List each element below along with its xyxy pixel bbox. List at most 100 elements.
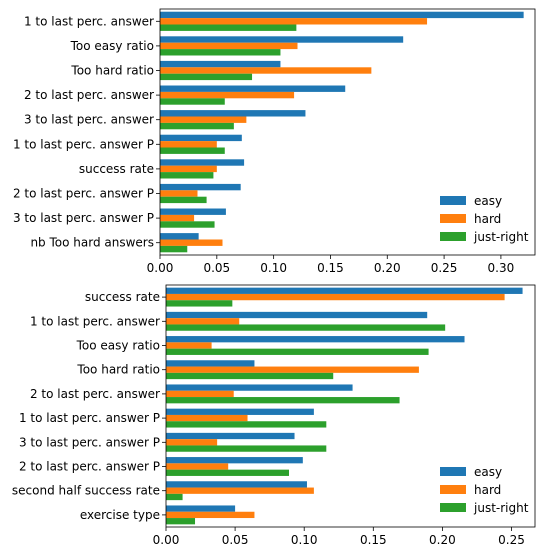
bar-just-right-nb-too-hard-answers (160, 245, 188, 253)
x-tick-label: 0.20 (374, 261, 401, 275)
bar-just-right-3-to-last-perc-answer (160, 122, 234, 130)
legend-label-just-right: just-right (473, 501, 529, 515)
bar-easy-2-to-last-perc-answer (166, 384, 353, 391)
bar-just-right-exercise-type (166, 518, 196, 525)
bar-just-right-2-to-last-perc-answer (160, 98, 225, 105)
category-label: 3 to last perc. answer P (19, 435, 160, 449)
bar-just-right-3-to-last-perc-answer-p (160, 221, 215, 228)
bar-easy-1-to-last-perc-answer (160, 11, 524, 19)
category-label: success rate (79, 162, 154, 176)
bar-just-right-too-easy-ratio (166, 348, 429, 355)
bar-easy-exercise-type (166, 505, 236, 512)
bar-easy-success-rate (160, 159, 245, 166)
bar-just-right-second-half-success-rate (166, 493, 183, 501)
bar-just-right-too-hard-ratio (166, 372, 334, 380)
legend-swatch-just-right (440, 232, 466, 241)
bar-hard-2-to-last-perc-answer (166, 390, 234, 398)
legend-label-easy: easy (474, 194, 502, 208)
x-tick-label: 0.25 (431, 261, 458, 275)
legend-swatch-easy (440, 196, 466, 205)
bar-easy-too-hard-ratio (160, 60, 281, 68)
bar-hard-1-to-last-perc-answer (166, 318, 240, 325)
x-tick-label: 0.00 (153, 533, 180, 547)
x-tick-label: 0.15 (317, 261, 344, 275)
category-label: 3 to last perc. answer P (13, 211, 154, 225)
category-label: 3 to last perc. answer (24, 113, 154, 127)
bar-hard-success-rate (166, 293, 505, 301)
bar-easy-2-to-last-perc-answer-p (160, 183, 241, 191)
bar-just-right-too-hard-ratio (160, 73, 253, 81)
bar-hard-1-to-last-perc-answer-p (166, 414, 248, 422)
bar-hard-3-to-last-perc-answer-p (166, 439, 218, 446)
bar-hard-too-easy-ratio (166, 342, 212, 349)
x-tick-label: 0.00 (147, 261, 174, 275)
category-label: 2 to last perc. answer (30, 387, 160, 401)
bar-easy-too-easy-ratio (160, 36, 404, 43)
bar-hard-1-to-last-perc-answer-p (160, 141, 217, 148)
x-tick-label: 0.05 (203, 261, 230, 275)
bar-hard-exercise-type (166, 511, 255, 519)
category-label: 2 to last perc. answer (24, 88, 154, 102)
bar-just-right-2-to-last-perc-answer-p (160, 196, 207, 204)
bar-just-right-1-to-last-perc-answer (166, 324, 446, 331)
bar-hard-nb-too-hard-answers (160, 239, 223, 246)
category-label: Too easy ratio (76, 339, 160, 353)
bar-hard-too-easy-ratio (160, 42, 298, 50)
x-tick-label: 0.05 (222, 533, 249, 547)
bar-easy-nb-too-hard-answers (160, 233, 199, 240)
legend-label-easy: easy (474, 465, 502, 479)
bar-just-right-2-to-last-perc-answer-p (166, 469, 289, 476)
bar-easy-3-to-last-perc-answer-p (166, 432, 295, 440)
bar-just-right-success-rate (166, 300, 233, 307)
x-tick-label: 0.25 (498, 533, 525, 547)
category-label: 1 to last perc. answer (24, 14, 154, 28)
category-label: Too hard ratio (70, 64, 154, 78)
legend: easy hard just-right (440, 194, 529, 244)
bar-just-right-1-to-last-perc-answer-p (166, 421, 327, 428)
bar-hard-2-to-last-perc-answer-p (160, 190, 198, 197)
bar-hard-3-to-last-perc-answer-p (160, 214, 195, 222)
category-label: Too hard ratio (76, 363, 160, 377)
category-label: Too easy ratio (70, 39, 154, 53)
category-label: 1 to last perc. answer P (13, 137, 154, 151)
category-label: 2 to last perc. answer P (19, 460, 160, 474)
bar-easy-2-to-last-perc-answer (160, 85, 346, 92)
bar-easy-2-to-last-perc-answer-p (166, 457, 303, 464)
bar-easy-too-easy-ratio (166, 336, 465, 343)
bar-just-right-3-to-last-perc-answer-p (166, 445, 327, 452)
x-tick-label: 0.15 (360, 533, 387, 547)
legend: easy hard just-right (440, 465, 529, 515)
bar-easy-3-to-last-perc-answer-p (160, 208, 226, 215)
bar-just-right-1-to-last-perc-answer (160, 24, 297, 31)
legend-label-just-right: just-right (473, 230, 529, 244)
bar-easy-1-to-last-perc-answer-p (160, 134, 242, 142)
legend-swatch-easy (440, 467, 466, 476)
bar-easy-3-to-last-perc-answer (160, 110, 306, 117)
category-label: 1 to last perc. answer (30, 314, 160, 328)
bar-hard-success-rate (160, 165, 217, 173)
bar-easy-success-rate (166, 287, 523, 294)
category-label: success rate (85, 290, 160, 304)
bar-hard-second-half-success-rate (166, 487, 314, 494)
axes-frame (159, 8, 536, 256)
bar-just-right-1-to-last-perc-answer-p (160, 147, 225, 154)
x-tick-label: 0.10 (260, 261, 287, 275)
legend-swatch-hard (440, 485, 466, 494)
bottom-chart: success rate 1 to last perc. answer Too ea… (12, 284, 536, 547)
bar-easy-1-to-last-perc-answer-p (166, 408, 314, 415)
x-tick-label: 0.30 (488, 261, 515, 275)
category-label: exercise type (80, 508, 160, 522)
category-label: 1 to last perc. answer P (19, 411, 160, 425)
bar-hard-2-to-last-perc-answer (160, 91, 295, 99)
bar-hard-3-to-last-perc-answer (160, 116, 247, 123)
x-tick-label: 0.20 (429, 533, 456, 547)
bar-easy-1-to-last-perc-answer (166, 311, 428, 319)
bar-just-right-success-rate (160, 172, 214, 179)
category-label: nb Too hard answers (30, 236, 154, 250)
bar-easy-second-half-success-rate (166, 481, 307, 488)
legend-label-hard: hard (474, 483, 501, 497)
top-chart: 1 to last perc. answer Too easy ratio Too … (13, 8, 536, 275)
category-label: second half success rate (12, 484, 160, 498)
bar-easy-too-hard-ratio (166, 360, 255, 367)
